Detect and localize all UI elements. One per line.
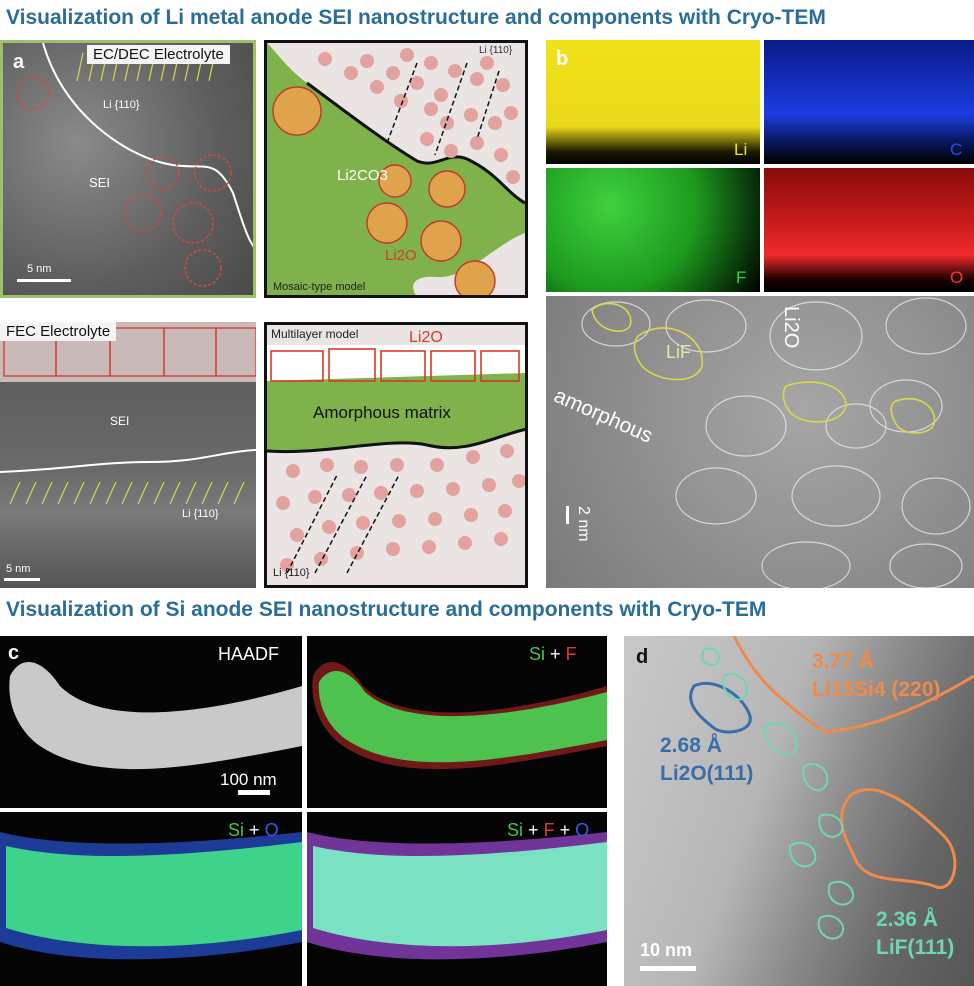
map1-legend: Si + F: [529, 644, 577, 665]
scale-label: 5 nm: [27, 263, 52, 275]
multilayer-li110-label: Li {110}: [273, 567, 310, 579]
map-f: F: [546, 168, 760, 292]
amorphous-matrix-label: Amorphous matrix: [313, 403, 451, 422]
title-li-anode: Visualization of Li metal anode SEI nano…: [6, 6, 826, 29]
haadf-wire: [9, 662, 302, 770]
map-li-label: Li: [734, 140, 748, 159]
multilayer-diagram: [267, 345, 525, 574]
haadf-label: HAADF: [218, 644, 280, 664]
panel-a-tem-fec: FEC Electrolyte SEI Li {110} 5 nm: [0, 322, 256, 588]
fec-sei-label: SEI: [110, 414, 130, 428]
tem-li110-label: Li {110}: [103, 99, 140, 111]
fec-electrolyte-tag: FEC Electrolyte: [0, 322, 117, 341]
si-f-wire: [312, 662, 607, 770]
li15si4-name: Li15Si4 (220): [812, 678, 941, 701]
multilayer-li2o-label: Li2O: [409, 329, 443, 346]
panel-b-scale-bar: [566, 506, 569, 524]
li2o-label: Li2O: [385, 247, 417, 264]
panel-b-label: b: [556, 48, 569, 70]
lif-spacing: 2.36 Å: [876, 908, 938, 931]
fec-scale-bar: [4, 578, 40, 581]
tem-li2o-label: Li2O: [780, 306, 802, 349]
panel-c-si-o: Si + O: [0, 812, 302, 986]
map3-legend: Si + F + O: [507, 820, 589, 841]
li2o-spacing: 2.68 Å: [660, 734, 722, 757]
panel-d-scale-label: 10 nm: [640, 940, 693, 960]
mosaic-li110-label: Li {110}: [479, 45, 513, 56]
panel-a-mosaic-model: Li {110} Li2CO3 Li2O Mosaic-type model: [264, 40, 528, 298]
panel-c-label: c: [8, 642, 20, 664]
panel-c-haadf: c HAADF 100 nm: [0, 636, 302, 808]
scale-bar: [17, 279, 71, 282]
map2-o: O: [264, 820, 279, 840]
map2-si: Si: [228, 820, 245, 840]
mosaic-model-label: Mosaic-type model: [273, 281, 366, 293]
panel-a-tem-ecdec: a EC/DEC Electrolyte Li {110} SEI 5 nm: [0, 40, 256, 298]
panel-d-label: d: [636, 646, 649, 668]
map3-plus2: +: [559, 820, 571, 840]
panel-b-tem-overlay: [581, 297, 971, 588]
tem-sei-label: SEI: [89, 175, 110, 190]
map3-plus1: +: [528, 820, 539, 840]
map3-o: O: [575, 820, 590, 840]
map1-f: F: [565, 644, 577, 664]
map-o-label: O: [950, 268, 964, 287]
panel-c-si-f-o: Si + F + O: [307, 812, 607, 986]
panel-a-tem-overlay: [16, 43, 253, 287]
panel-d-scale-bar: [640, 966, 696, 971]
map-o: O: [764, 168, 974, 292]
map3-si: Si: [507, 820, 524, 840]
si-o-wire: [0, 832, 302, 960]
fec-tem-overlay: [0, 327, 256, 505]
title-si-anode: Visualization of Si anode SEI nanostruct…: [6, 598, 767, 621]
mosaic-diagram: [267, 43, 525, 295]
li2co3-label: Li2CO3: [337, 167, 388, 184]
map1-plus: +: [550, 644, 561, 664]
li15si4-spacing: 3.77 Å: [812, 650, 874, 673]
fec-scale-label: 5 nm: [6, 563, 31, 575]
fec-li110-label: Li {110}: [182, 508, 219, 520]
map-li: b Li: [546, 40, 760, 164]
lif-label: LiF: [666, 342, 692, 362]
map-f-label: F: [736, 268, 747, 287]
map2-legend: Si + O: [228, 820, 279, 841]
panel-b-scale-label: 2 nm: [575, 506, 592, 542]
ecdec-electrolyte-tag: EC/DEC Electrolyte: [87, 45, 230, 64]
map-c: C: [764, 40, 974, 164]
panel-d-hrtem: d 3.77 Å Li15Si4 (220) 2.68 Å Li2O(111) …: [624, 636, 974, 986]
li2o-name: Li2O(111): [660, 762, 754, 785]
map1-si: Si: [529, 644, 546, 664]
map3-f: F: [543, 820, 555, 840]
map-c-label: C: [950, 140, 963, 159]
panel-c-scale-bar: [238, 790, 270, 795]
multilayer-model-label: Multilayer model: [271, 327, 359, 341]
panel-c-si-f: Si + F: [307, 636, 607, 808]
panel-d-overlay: [689, 636, 974, 940]
panel-a-multilayer-model: Multilayer model Li2O Amorphous matrix L…: [264, 322, 528, 588]
panel-b-tem: LiF Li2O amorphous 2 nm: [546, 296, 974, 588]
map2-plus: +: [249, 820, 260, 840]
panel-c-scale-label: 100 nm: [220, 770, 277, 789]
si-f-o-wire: [307, 832, 607, 960]
panel-a-label: a: [13, 51, 25, 73]
lif-name: LiF(111): [876, 936, 955, 959]
